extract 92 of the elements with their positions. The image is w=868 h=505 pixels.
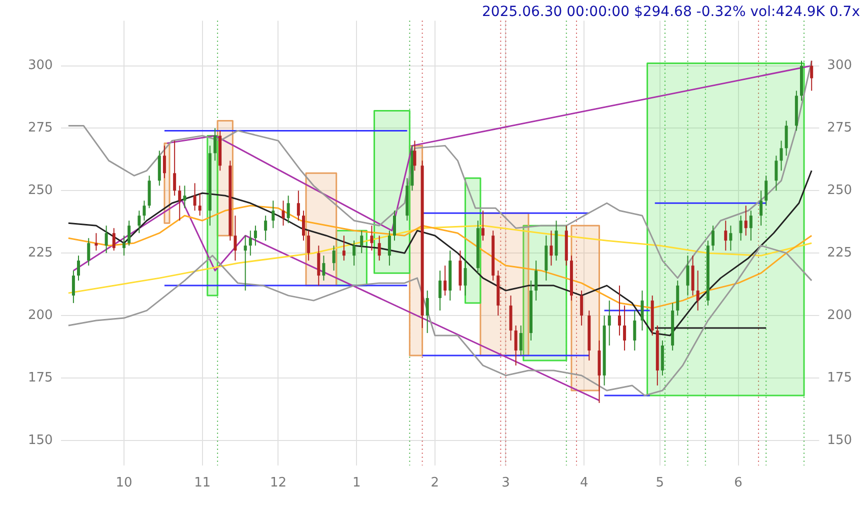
- candlestick: [481, 210, 484, 242]
- candlestick: [282, 200, 285, 226]
- candlestick: [198, 192, 202, 216]
- candlestick: [342, 235, 346, 262]
- candlestick: [162, 145, 166, 179]
- x-tick-label: 3: [502, 476, 510, 491]
- x-tick-label: 5: [656, 476, 664, 491]
- x-tick-label: 10: [116, 476, 132, 491]
- candlestick: [444, 265, 447, 296]
- candlestick: [580, 290, 584, 326]
- y-tick-label: 225: [28, 245, 53, 260]
- y-tick-label: 150: [28, 432, 53, 448]
- candlestick: [633, 310, 636, 352]
- candlestick: [307, 230, 310, 262]
- candlestick: [87, 238, 90, 266]
- candlestick: [296, 190, 300, 222]
- candlestick: [352, 240, 356, 266]
- candlestick: [744, 205, 748, 236]
- y2-tick-label: 275: [827, 120, 852, 136]
- x-tick-label: 1: [352, 476, 361, 491]
- candlestick: [254, 225, 257, 246]
- candlestick: [317, 245, 320, 286]
- candlestick: [426, 290, 429, 334]
- y2-tick-label: 175: [827, 370, 852, 386]
- candlestick: [729, 225, 732, 252]
- y2-tick-label: 225: [827, 245, 852, 260]
- chart-title: 2025.06.30 00:00:00 $294.68 -0.32% vol:424.9K 0.7x: [482, 4, 860, 20]
- candlestick: [183, 185, 186, 209]
- candlestick: [640, 290, 644, 332]
- candlestick: [286, 195, 290, 224]
- candlestick: [464, 260, 467, 296]
- candlestick: [810, 60, 814, 92]
- candlestick: [760, 190, 763, 226]
- y2-tick-label: 300: [827, 58, 852, 74]
- x-tick-label: 2: [430, 476, 440, 491]
- candlestick: [724, 220, 728, 252]
- candlestick: [370, 225, 374, 252]
- candlestick: [77, 255, 80, 282]
- candlestick: [749, 210, 752, 242]
- candlestick: [438, 270, 442, 312]
- candlestick: [178, 185, 182, 222]
- candlestick: [122, 235, 126, 256]
- candlestick: [332, 245, 336, 272]
- candlestick: [550, 230, 553, 266]
- candlestick: [388, 230, 391, 266]
- candlestick: [302, 210, 305, 242]
- y-tick-label: 275: [28, 120, 53, 136]
- candlestick: [193, 182, 196, 212]
- candlestick: [234, 215, 237, 262]
- candlestick: [413, 140, 416, 172]
- candlestick: [138, 210, 141, 234]
- y-tick-label: 175: [28, 370, 53, 386]
- y2-tick-label: 150: [827, 432, 852, 448]
- candlestick: [623, 305, 626, 352]
- y2-tick-label: 200: [827, 308, 852, 323]
- y-tick-label: 200: [28, 308, 53, 323]
- x-tick-label: 12: [270, 476, 286, 491]
- candlestick: [214, 128, 217, 162]
- y2-tick-label: 250: [827, 183, 852, 198]
- candlestick: [248, 230, 252, 256]
- candlestick: [322, 255, 326, 282]
- candlestick: [686, 255, 690, 296]
- candlestick: [780, 140, 783, 172]
- candlestick: [608, 300, 611, 346]
- candlestick: [784, 120, 788, 156]
- candlestick: [128, 220, 131, 246]
- candlestick: [360, 230, 364, 254]
- candlestick: [774, 155, 778, 192]
- candlestick: [244, 235, 247, 292]
- candlestick: [739, 215, 742, 242]
- candlestick: [534, 260, 538, 302]
- candlestick: [764, 175, 768, 206]
- x-tick-label: 11: [194, 476, 211, 491]
- candlestick: [94, 232, 98, 252]
- candlestick: [104, 225, 108, 254]
- y-tick-label: 300: [28, 58, 53, 74]
- x-tick-label: 4: [580, 476, 588, 491]
- candlestick: [72, 270, 75, 304]
- candlestick: [519, 325, 522, 356]
- candlestick: [378, 235, 381, 262]
- candlestick: [618, 285, 621, 336]
- candlestick: [696, 270, 700, 312]
- candlestick: [712, 225, 715, 252]
- candlestick: [173, 140, 176, 196]
- x-tick-label: 6: [734, 476, 742, 491]
- candlestick: [264, 215, 268, 242]
- candlestick: [393, 210, 396, 242]
- candlestick: [514, 325, 518, 366]
- y-tick-label: 250: [28, 183, 53, 198]
- candlestick: [272, 200, 275, 229]
- candlestick: [112, 228, 116, 252]
- candlestick: [142, 200, 146, 222]
